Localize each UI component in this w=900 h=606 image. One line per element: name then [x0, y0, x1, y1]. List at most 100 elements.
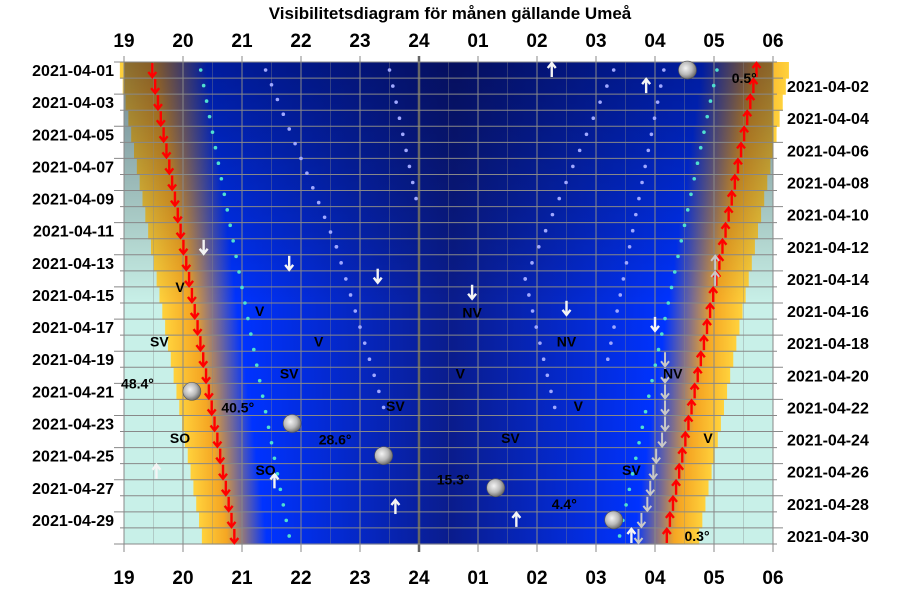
moon-track-dot — [372, 373, 376, 378]
sunset-arrow — [167, 175, 178, 192]
sunrise-arrow — [748, 77, 759, 94]
altitude-label: 0.5° — [732, 70, 757, 86]
twilight-dot — [260, 394, 265, 398]
moon-arrow — [390, 498, 401, 515]
altitude-label: 40.5° — [221, 399, 254, 415]
x-tick-label-top: 04 — [644, 31, 666, 52]
twilight-dot — [252, 347, 256, 352]
x-tick-label-bottom: 03 — [585, 568, 606, 589]
moon-track-dot — [564, 180, 568, 185]
moon-track-dot — [293, 141, 297, 146]
sunrise-arrow — [683, 414, 694, 431]
sunrise-arrow — [695, 350, 706, 367]
x-tick-label-top: 06 — [762, 31, 783, 52]
moon-arrow-faint — [633, 528, 644, 545]
moon-track-dot — [394, 100, 398, 104]
moon-arrow — [372, 268, 383, 285]
moon-track-dot — [549, 389, 553, 394]
moon-track-dot — [281, 112, 286, 117]
date-label-left: 2021-04-13 — [32, 256, 114, 273]
moon-arrow — [641, 77, 652, 94]
sunset-arrow — [218, 464, 228, 481]
moon-track-dot — [404, 148, 408, 153]
altitude-label: 15.3° — [437, 472, 470, 488]
sunset-arrow — [175, 223, 186, 240]
twilight-dot — [272, 456, 277, 461]
twilight-dot — [225, 208, 230, 212]
moon-arrow — [650, 316, 660, 333]
moon-arrow — [561, 300, 572, 317]
twilight-dot — [669, 285, 674, 290]
moon-track-dot — [305, 171, 309, 175]
moon-track-dot — [263, 68, 268, 72]
twilight-dot — [650, 378, 654, 383]
sunset-arrow — [184, 271, 195, 288]
sunrise-arrow — [702, 318, 712, 335]
axes: 19 19 20 20 21 21 22 22 23 23 24 24 01 01 02 02 03 03 04 04… — [32, 31, 869, 589]
moon-track-dot — [538, 341, 542, 345]
moon-phase-icon — [182, 382, 202, 401]
moon-track-dot — [640, 180, 644, 185]
twilight-dot — [201, 83, 206, 88]
date-label-left: 2021-04-05 — [32, 127, 114, 144]
moon-track-dot — [316, 200, 321, 205]
twilight-dot — [284, 518, 289, 523]
sunset-arrow — [161, 143, 172, 160]
twilight-dot — [210, 130, 215, 134]
twilight-dot — [240, 285, 244, 290]
x-tick-label-top: 24 — [408, 31, 430, 52]
sunset-arrow — [206, 400, 217, 417]
twilight-dot — [627, 487, 632, 492]
moon-track-dot — [534, 325, 539, 329]
sunset-arrow — [203, 384, 214, 401]
moon-track-dot — [527, 293, 531, 297]
moon-track-dot — [530, 261, 534, 265]
twilight-dot — [715, 68, 719, 72]
moon-track-dot — [612, 325, 616, 329]
moon-arrow-faint — [660, 400, 670, 417]
sunrise-arrow — [692, 366, 703, 383]
moon-track-dot — [624, 261, 629, 265]
moon-track-dot — [358, 325, 362, 329]
twilight-dot — [692, 176, 697, 181]
sunset-arrow — [229, 528, 240, 545]
sunset-arrow — [215, 448, 226, 465]
moon-arrow — [546, 61, 557, 78]
date-label-right: 2021-04-08 — [787, 176, 869, 193]
sunset-arrow — [209, 416, 220, 433]
x-tick-label-bottom: 02 — [526, 568, 547, 589]
twilight-dot — [207, 114, 212, 119]
moon-track-dot — [414, 196, 418, 201]
moon-arrow-faint — [660, 352, 670, 368]
date-label-left: 2021-04-23 — [32, 417, 114, 434]
date-label-right: 2021-04-24 — [787, 433, 869, 450]
direction-label: V — [255, 303, 265, 319]
date-label-left: 2021-04-21 — [32, 384, 114, 401]
x-tick-label-bottom: 04 — [644, 568, 666, 589]
moon-arrow-faint — [710, 270, 720, 286]
twilight-dot — [213, 145, 218, 150]
x-tick-label-top: 03 — [585, 31, 606, 52]
sunset-arrow — [198, 352, 209, 369]
x-tick-label-bottom: 22 — [290, 568, 311, 589]
moon-track-dot — [621, 277, 626, 281]
x-tick-label-top: 22 — [290, 31, 311, 52]
direction-label: SV — [501, 430, 520, 446]
moon-arrow-faint — [648, 464, 659, 481]
altitude-label: 28.6° — [319, 432, 352, 448]
x-tick-label-top: 01 — [467, 31, 489, 52]
direction-label: SO — [255, 462, 275, 478]
moon-track-dot — [577, 148, 582, 153]
sunset-arrow — [153, 95, 163, 112]
x-tick-label-bottom: 23 — [349, 568, 370, 589]
sunrise-arrow — [742, 109, 753, 126]
moon-track-dot — [634, 212, 638, 217]
moon-phase-icon — [678, 60, 697, 80]
twilight-dot — [219, 176, 224, 181]
date-label-right: 2021-04-20 — [787, 368, 869, 385]
twilight-dot — [705, 114, 710, 119]
moon-arrow-faint — [660, 384, 670, 400]
sunset-arrow — [155, 111, 166, 128]
sunrise-arrow — [705, 302, 716, 319]
moon-track-dot — [353, 309, 358, 313]
